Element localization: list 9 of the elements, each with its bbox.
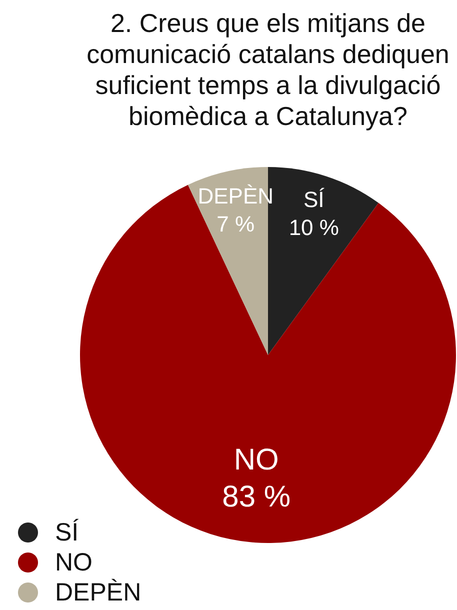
legend-label: SÍ	[55, 518, 79, 546]
data-label: 10 %	[288, 215, 339, 240]
chart-title: 2. Creus que els mitjans de comunicació catalans dediquen suficient temps a la divulgació biomèdica a Catalunya?	[86, 8, 450, 132]
slice-label: NO	[234, 444, 279, 477]
data-label: 83 %	[222, 480, 291, 514]
slice-label: SÍ	[303, 187, 326, 212]
legend-label: DEPÈN	[55, 578, 142, 606]
legend-label: NO	[55, 548, 92, 576]
data-label: 7 %	[216, 212, 255, 237]
